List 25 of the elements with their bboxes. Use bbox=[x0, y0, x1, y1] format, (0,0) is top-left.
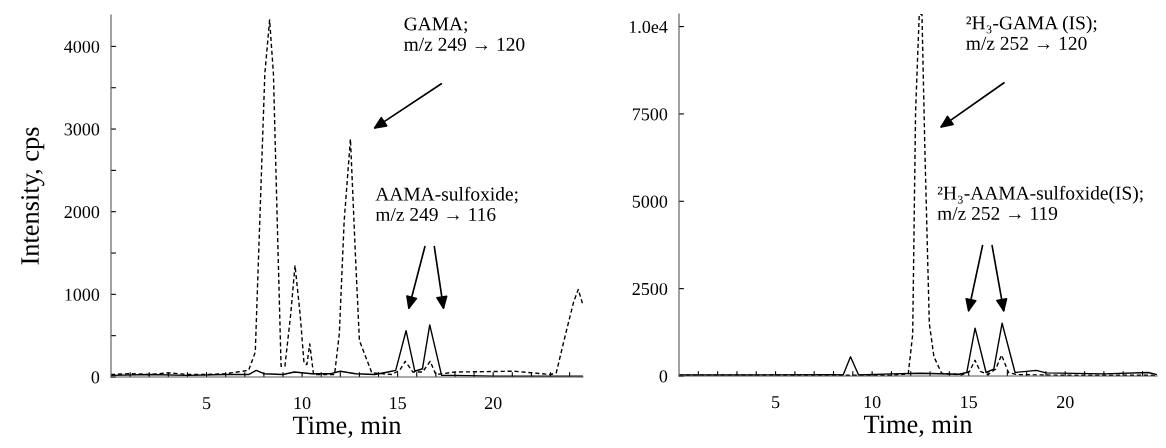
y-tick-label: 0 bbox=[91, 371, 100, 384]
y-axis-title: Intensity, cps bbox=[21, 127, 45, 265]
x-tick-label: 10 bbox=[864, 395, 881, 409]
x-tick-label: 15 bbox=[390, 397, 406, 410]
x-axis-title: Time, min bbox=[292, 416, 402, 438]
x-tick-label: 5 bbox=[203, 397, 211, 410]
x-tick-label: 5 bbox=[772, 396, 780, 409]
y-tick-label: 7500 bbox=[632, 108, 668, 121]
x-tick-label: 20 bbox=[484, 396, 502, 410]
y-tick-label: 5000 bbox=[632, 195, 668, 208]
y-tick-label: 1000 bbox=[65, 288, 100, 301]
y-tick-label: 4000 bbox=[64, 40, 100, 53]
x-tick-label: 15 bbox=[961, 396, 978, 409]
y-tick-label: 1.0e4 bbox=[629, 20, 668, 34]
annotation: ²H₃-AAMA-sulfoxide(IS); m/z 252 → 119 bbox=[937, 185, 1143, 221]
x-tick-label: 20 bbox=[1057, 395, 1074, 409]
annotation: ²H₃-GAMA (IS); m/z 252 → 120 bbox=[966, 15, 1097, 50]
y-tick-label: 0 bbox=[659, 370, 668, 383]
annotation: AAMA-sulfoxide; m/z 249 → 116 bbox=[375, 186, 518, 222]
y-tick-label: 3000 bbox=[64, 123, 100, 136]
x-tick-label: 10 bbox=[294, 396, 311, 410]
annotation: GAMA; m/z 249 → 120 bbox=[404, 17, 525, 51]
y-tick-label: 2000 bbox=[64, 205, 100, 219]
y-tick-label: 2500 bbox=[632, 282, 668, 296]
x-axis-title: Time, min bbox=[863, 415, 973, 437]
